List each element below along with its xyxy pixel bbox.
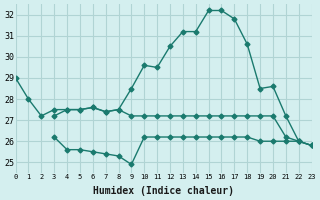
X-axis label: Humidex (Indice chaleur): Humidex (Indice chaleur) (93, 186, 234, 196)
